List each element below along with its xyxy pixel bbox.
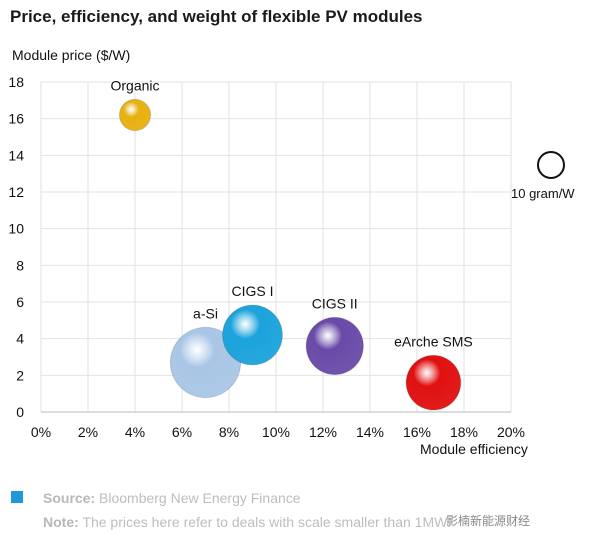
- data-label: eArche SMS: [394, 333, 473, 349]
- y-tick-label: 0: [16, 404, 24, 420]
- data-point-earche-sms: [405, 354, 462, 411]
- y-tick-label: 10: [8, 221, 24, 237]
- y-tick-label: 18: [8, 74, 24, 90]
- y-tick-label: 4: [16, 331, 24, 347]
- watermark: 影楠新能源财经: [446, 514, 531, 528]
- size-legend-label: 10 gram/W: [511, 186, 575, 201]
- data-point-cigs-i: [222, 304, 283, 366]
- y-tick-label: 2: [16, 367, 24, 383]
- y-tick-label: 14: [8, 147, 24, 163]
- data-label: Organic: [110, 77, 159, 93]
- y-tick-label: 8: [16, 257, 24, 273]
- source-text: Bloomberg New Energy Finance: [99, 490, 301, 506]
- x-tick-label: 20%: [497, 424, 525, 440]
- x-tick-label: 4%: [125, 424, 145, 440]
- x-tick-label: 18%: [450, 424, 478, 440]
- chart-title: Price, efficiency, and weight of flexibl…: [10, 7, 423, 26]
- x-tick-label: 2%: [78, 424, 98, 440]
- size-legend-circle: [537, 151, 565, 179]
- x-tick-label: 6%: [172, 424, 192, 440]
- data-point-cigs-ii: [305, 316, 364, 376]
- y-axis-label: Module price ($/W): [12, 47, 131, 63]
- x-tick-label: 10%: [262, 424, 290, 440]
- data-label: CIGS II: [312, 295, 358, 311]
- x-tick-label: 12%: [309, 424, 337, 440]
- scatter-plot: 0% 2% 4% 6% 8% 10% 12% 14% 16% 18% 20% 0 2 4 6 8 10 12 14 1…: [8, 74, 525, 440]
- x-tick-label: 16%: [403, 424, 431, 440]
- x-axis-label: Module efficiency: [420, 441, 528, 457]
- x-tick-label: 0%: [31, 424, 51, 440]
- source-line: Source: Bloomberg New Energy Finance: [43, 490, 301, 506]
- data-point-a-si: [169, 326, 242, 399]
- source-prefix: Source:: [43, 490, 96, 506]
- x-tick-label: 8%: [219, 424, 239, 440]
- note-text: The prices here refer to deals with scal…: [82, 514, 451, 530]
- data-label: CIGS I: [231, 283, 273, 299]
- note-line: Note: The prices here refer to deals wit…: [43, 514, 450, 530]
- data-label: a-Si: [193, 305, 218, 321]
- data-point-organic: [118, 98, 152, 132]
- source-marker: [11, 491, 23, 503]
- y-tick-label: 16: [8, 111, 24, 127]
- y-tick-label: 12: [8, 184, 24, 200]
- y-tick-label: 6: [16, 294, 24, 310]
- note-prefix: Note:: [43, 514, 79, 530]
- x-tick-label: 14%: [356, 424, 384, 440]
